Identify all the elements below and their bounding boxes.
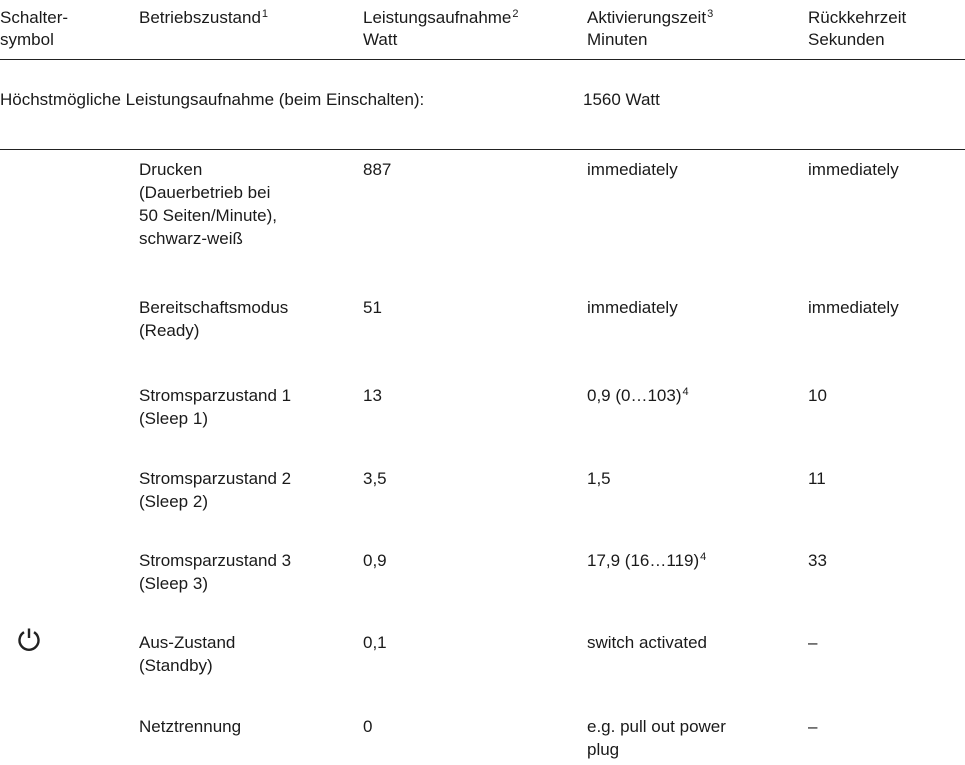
activation-cell: 1,5 <box>587 467 611 490</box>
state-cell: Netztrennung <box>139 715 241 738</box>
activation-text: immediately <box>587 160 678 179</box>
header-switch-symbol-line2: symbol <box>0 30 54 49</box>
header-operating-state: Betriebszustand1 <box>139 7 268 29</box>
watt-cell: 887 <box>363 160 392 179</box>
state-text: Netztrennung <box>139 717 242 736</box>
watt-cell: 3,5 <box>363 469 387 488</box>
header-switch-symbol: Schalter- symbol <box>0 7 68 51</box>
activation-text: immediately <box>587 298 678 317</box>
footnote-ref-2: 2 <box>512 8 519 20</box>
watt-cell: 51 <box>363 298 382 317</box>
power-standby-icon <box>18 628 40 651</box>
return-cell: immediately <box>808 160 899 179</box>
header-power-unit: Watt <box>363 30 398 49</box>
return-cell: – <box>808 717 818 736</box>
max-power-label: Höchstmögliche Leistungsaufnahme (beim E… <box>0 90 425 109</box>
state-cell: Drucken (Dauerbetrieb bei 50 Seiten/Minu… <box>139 158 277 250</box>
state-text: Stromsparzustand 3 <box>139 551 292 570</box>
state-text: Stromsparzustand 1 <box>139 386 292 405</box>
return-cell: 10 <box>808 386 827 405</box>
activation-cell: e.g. pull out power plug <box>587 715 726 761</box>
state-text: (Sleep 3) <box>139 574 208 593</box>
activation-cell: 17,9 (16…119)4 <box>587 549 706 572</box>
header-activation-time-label: Aktivierungszeit <box>587 8 707 27</box>
state-text: (Dauerbetrieb bei <box>139 183 271 202</box>
return-cell: 11 <box>808 469 826 488</box>
max-power-value: 1560 Watt <box>583 90 660 109</box>
state-text: (Sleep 2) <box>139 492 208 511</box>
state-text: (Ready) <box>139 321 200 340</box>
watt-cell: 0 <box>363 717 373 736</box>
state-text: (Sleep 1) <box>139 409 208 428</box>
activation-text: e.g. pull out power <box>587 717 726 736</box>
activation-text: 17,9 (16…119) <box>587 551 700 570</box>
max-power-divider <box>0 149 965 150</box>
state-text: schwarz-weiß <box>139 229 243 248</box>
state-cell: Stromsparzustand 1 (Sleep 1) <box>139 384 291 430</box>
activation-text: 0,9 (0…103) <box>587 386 682 405</box>
footnote-ref-3: 3 <box>707 8 714 20</box>
return-cell: 33 <box>808 551 827 570</box>
state-cell: Stromsparzustand 3 (Sleep 3) <box>139 549 291 595</box>
watt-cell: 13 <box>363 386 382 405</box>
return-cell: – <box>808 633 818 652</box>
header-switch-symbol-line1: Schalter- <box>0 8 69 27</box>
state-text: Drucken <box>139 160 203 179</box>
header-activation-time: Aktivierungszeit3 Minuten <box>587 7 713 51</box>
activation-cell: immediately <box>587 158 678 181</box>
header-return-unit: Sekunden <box>808 30 885 49</box>
footnote-ref-4: 4 <box>682 386 689 398</box>
activation-cell: switch activated <box>587 631 707 654</box>
header-divider <box>0 59 965 60</box>
activation-text: switch activated <box>587 633 707 652</box>
return-cell: immediately <box>808 298 899 317</box>
state-text: (Standby) <box>139 656 213 675</box>
activation-text: plug <box>587 740 620 759</box>
activation-cell: 0,9 (0…103)4 <box>587 384 689 407</box>
header-return-time-label: Rückkehrzeit <box>808 8 907 27</box>
watt-cell: 0,1 <box>363 633 387 652</box>
footnote-ref-4: 4 <box>700 551 707 563</box>
header-activation-unit: Minuten <box>587 30 648 49</box>
state-text: 50 Seiten/Minute), <box>139 206 277 225</box>
header-operating-state-label: Betriebszustand <box>139 8 261 27</box>
state-text: Aus-Zustand <box>139 633 236 652</box>
header-power-consumption-label: Leistungsaufnahme <box>363 8 512 27</box>
activation-cell: immediately <box>587 296 678 319</box>
state-text: Stromsparzustand 2 <box>139 469 292 488</box>
watt-cell: 0,9 <box>363 551 387 570</box>
state-text: Bereitschaftsmodus <box>139 298 289 317</box>
activation-text: 1,5 <box>587 469 611 488</box>
state-cell: Aus-Zustand (Standby) <box>139 631 235 677</box>
state-cell: Stromsparzustand 2 (Sleep 2) <box>139 467 291 513</box>
footnote-ref-1: 1 <box>261 8 269 20</box>
header-power-consumption: Leistungsaufnahme2 Watt <box>363 7 519 51</box>
header-return-time: Rückkehrzeit Sekunden <box>808 7 906 51</box>
state-cell: Bereitschaftsmodus (Ready) <box>139 296 288 342</box>
